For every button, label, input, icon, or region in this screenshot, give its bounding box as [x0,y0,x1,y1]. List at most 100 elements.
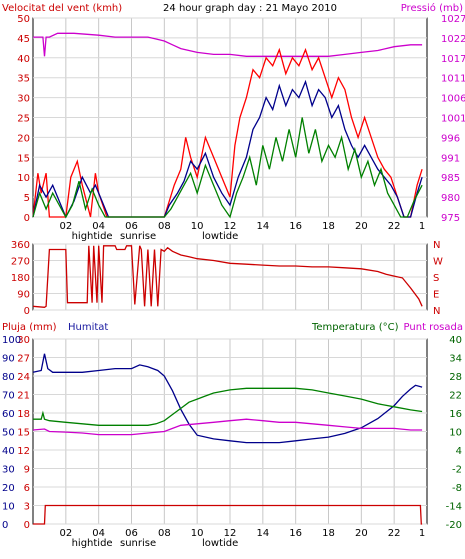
y2-tick-label-temperature: 22 [449,391,462,402]
y-tick-label-humidity: 30 [2,465,15,476]
y2-tick-label-temperature: 10 [449,428,462,439]
y-tick-label-humidity: 60 [2,409,15,420]
x-tick-label: 20 [355,528,368,539]
x-tick-label: 06 [125,528,138,539]
chart3-ylabel-temperature: Temperatura (°C) [311,322,399,333]
y-tick-label-humidity: 90 [2,354,15,365]
y2-tick-label-pressure: 1001 [441,114,465,125]
x-tick-label: 14 [256,221,269,232]
y-tick-label-humidity: 0 [2,520,8,531]
series-line-chart3-3 [32,418,423,436]
y-tick-label-direction: 90 [17,290,30,301]
y-tick-label-rain: 3 [24,502,30,513]
y-tick-label-humidity: 40 [2,446,15,457]
y2-tick-label-pressure: 980 [441,193,460,204]
x-tick-label: 04 [92,528,105,539]
y-tick-label-direction: 270 [11,257,30,268]
tide-annotation: sunrise [120,538,156,549]
y2-tick-label-temperature: -8 [452,483,462,494]
x-tick-label: 06 [125,221,138,232]
y-tick-label-rain: 15 [17,428,30,439]
series-line-chart3-2 [33,387,423,426]
y2-tick-label-temperature: 4 [456,446,462,457]
compass-label: S [433,273,439,284]
y-tick-label-wind: 25 [17,114,30,125]
y-tick-label-wind: 45 [17,34,30,45]
y-tick-label-humidity: 70 [2,391,15,402]
series-line-chart1-3 [32,117,423,219]
compass-label: N [433,306,440,317]
y-tick-label-wind: 35 [17,74,30,85]
compass-label: E [433,290,439,301]
y-tick-label-rain: 27 [17,354,30,365]
x-tick-label: 18 [322,528,335,539]
y-tick-label-rain: 24 [17,372,30,383]
y2-tick-label-pressure: 975 [441,213,460,224]
y2-tick-label-temperature: -14 [446,502,462,513]
x-tick-label: 1 [419,528,425,539]
x-tick-label: 14 [256,528,269,539]
chart1-ylabel-left: Velocitat del vent (kmh) [2,3,122,14]
y2-tick-label-temperature: -2 [452,465,462,476]
y2-tick-label-temperature: 28 [449,372,462,383]
series-line-chart1-2 [32,79,423,219]
y2-tick-label-temperature: 40 [449,335,462,346]
y-tick-label-wind: 30 [17,94,30,105]
x-tick-label: 1 [419,221,425,232]
y2-tick-label-pressure: 1027 [441,14,465,25]
y-tick-label-humidity: 50 [2,428,15,439]
y2-tick-label-temperature: -20 [446,520,462,531]
x-tick-label: 10 [191,221,204,232]
y-tick-label-humidity: 80 [2,372,15,383]
x-tick-label: 22 [388,221,401,232]
x-tick-label: 16 [289,528,302,539]
y2-tick-label-pressure: 1011 [441,74,465,85]
y-tick-label-wind: 40 [17,54,30,65]
y2-tick-label-pressure: 1017 [441,54,465,65]
y2-tick-label-pressure: 996 [441,133,460,144]
chart3-ylabel-rain: Pluja (mm) [2,322,57,333]
y-tick-label-direction: 360 [11,240,30,251]
y2-tick-label-pressure: 991 [441,153,460,164]
y-tick-label-wind: 50 [17,14,30,25]
x-tick-label: 20 [355,221,368,232]
compass-label: N [433,240,440,251]
y2-tick-label-pressure: 1022 [441,34,465,45]
y-tick-label-rain: 0 [24,520,30,531]
x-tick-label: 08 [158,528,171,539]
tide-annotation: hightide [72,538,113,549]
tide-annotation: sunrise [120,231,156,242]
x-tick-label: 12 [224,528,237,539]
x-tick-label: 08 [158,221,171,232]
y-tick-label-wind: 5 [24,193,30,204]
y-tick-label-rain: 12 [17,446,30,457]
compass-label: W [433,257,443,268]
tide-annotation: lowtide [202,538,238,549]
y-tick-label-wind: 20 [17,133,30,144]
y2-tick-label-pressure: 985 [441,173,460,184]
x-tick-label: 10 [191,528,204,539]
series-line-chart2-0 [32,245,423,308]
chart3-ylabel-humidity: Humitat [68,322,108,333]
y-tick-label-direction: 0 [24,306,30,317]
y-tick-label-rain: 9 [24,465,30,476]
x-tick-label: 18 [322,221,335,232]
series-line-chart1-0 [33,32,423,57]
chart1-ylabel-right: Pressió (mb) [401,2,463,14]
series-line-chart1-1 [32,47,423,218]
x-tick-label: 04 [92,221,105,232]
y2-tick-label-pressure: 1006 [441,94,465,105]
x-tick-label: 12 [224,221,237,232]
y-tick-label-rain: 30 [17,335,30,346]
series-line-chart3-0 [33,504,423,525]
y-tick-label-wind: 10 [17,173,30,184]
chart1-title: 24 hour graph day : 21 Mayo 2010 [163,3,337,14]
y-tick-label-rain: 18 [17,409,30,420]
x-tick-label: 02 [59,221,72,232]
y-tick-label-humidity: 10 [2,502,15,513]
chart3-ylabel-dewpoint: Punt rosada [404,322,463,333]
y-tick-label-humidity: 100 [2,335,21,346]
tide-annotation: lowtide [202,231,238,242]
